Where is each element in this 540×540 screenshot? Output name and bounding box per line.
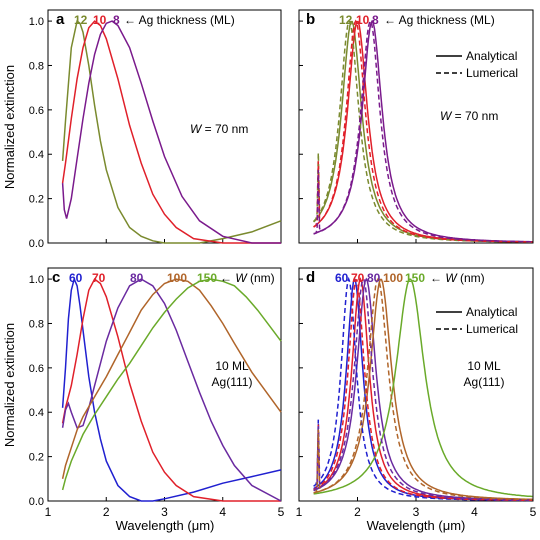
legend-value-b-8: 8 — [372, 13, 379, 27]
panel-letter-a: a — [56, 11, 65, 28]
y-tick-label-a-4: 0.8 — [29, 60, 44, 72]
series-line-b-10-lumerical — [313, 19, 533, 243]
series-line-c-100 — [61, 278, 282, 479]
x-tick-label-c-2: 3 — [161, 505, 168, 519]
annotation-b-value: = 70 nm — [451, 109, 498, 123]
y-tick-label-a-0: 0.0 — [29, 238, 44, 250]
x-tick-label-d-4: 5 — [530, 505, 537, 519]
legend-lumerical-b: Lumerical — [466, 66, 518, 80]
x-tick-label-c-1: 2 — [103, 505, 110, 519]
annotation-d-line1: 10 ML — [467, 359, 501, 373]
legend-lumerical-d: Lumerical — [466, 322, 518, 336]
legend-text-d-var: W — [445, 271, 458, 285]
legend-value-c-60: 60 — [69, 271, 83, 285]
plot-frame-b — [298, 9, 534, 244]
series-line-b-8-lumerical — [313, 20, 533, 243]
legend-text-b: ← Ag thickness (ML) — [384, 13, 495, 27]
panel-c: 1 2 3 4 5 0.0 0.2 0.4 0.6 0.8 1.0 — [29, 267, 285, 519]
x-tick-label-d-3: 4 — [471, 505, 478, 519]
x-tick-label-d-0: 1 — [296, 505, 303, 519]
legend-value-c-100: 100 — [167, 271, 187, 285]
x-axis-label-left: Wavelength (μm) — [116, 518, 215, 533]
annotation-a-var: W — [190, 122, 203, 136]
legend-value-a-12: 12 — [74, 13, 88, 27]
panel-d: 1 2 3 4 5 — [296, 267, 537, 519]
annotation-d-line2: Ag(111) — [464, 375, 505, 389]
panel-letter-c: c — [52, 269, 60, 286]
legend-value-d-80: 80 — [367, 271, 381, 285]
legend-text-c-arrow: ← — [220, 271, 235, 285]
legend-value-c-150: 150 — [197, 271, 217, 285]
legend-value-d-60: 60 — [335, 271, 349, 285]
annotation-c-line2: Ag(111) — [212, 375, 253, 389]
legend-text-d-arrow: ← — [430, 271, 445, 285]
legend-text-a: ← Ag thickness (ML) — [124, 13, 235, 27]
y-tick-label-a-1: 0.2 — [29, 194, 44, 206]
panel-letter-d: d — [306, 269, 315, 286]
panel-letter-b: b — [306, 11, 315, 28]
y-tick-label-c-3: 0.6 — [29, 363, 44, 375]
annotation-b-var: W — [440, 109, 453, 123]
series-line-c-80 — [61, 278, 282, 502]
legend-analytical-d: Analytical — [466, 305, 517, 319]
legend-text-c: ← W (nm) — [220, 271, 275, 285]
x-tick-label-d-1: 2 — [354, 505, 361, 519]
x-tick-label-c-3: 4 — [219, 505, 226, 519]
legend-value-d-100: 100 — [383, 271, 403, 285]
y-axis-label-bottom: Normalized extinction — [2, 323, 17, 447]
legend-value-b-10: 10 — [356, 13, 370, 27]
annotation-a: W = 70 nm — [190, 122, 248, 136]
series-line-a-12 — [61, 19, 282, 244]
legend-value-b-12: 12 — [339, 13, 353, 27]
y-tick-label-a-5: 1.0 — [29, 16, 44, 28]
series-line-c-60 — [61, 276, 282, 502]
y-tick-label-c-1: 0.2 — [29, 452, 44, 464]
legend-text-c-unit: (nm) — [247, 271, 275, 285]
panel-a: 0.0 0.2 0.4 0.6 0.8 1.0 — [29, 9, 282, 250]
legend-text-d: ← W (nm) — [430, 271, 485, 285]
x-tick-label-d-2: 3 — [413, 505, 420, 519]
series-line-d-80-lumerical — [313, 278, 533, 501]
annotation-b: W = 70 nm — [440, 109, 498, 123]
y-tick-label-c-5: 1.0 — [29, 274, 44, 286]
x-axis-label-right: Wavelength (μm) — [367, 518, 466, 533]
series-line-d-100-lumerical — [313, 277, 533, 501]
series-line-a-10 — [61, 20, 281, 244]
legend-value-a-10: 10 — [93, 13, 107, 27]
series-line-c-70 — [61, 277, 281, 502]
annotation-a-value: = 70 nm — [201, 122, 248, 136]
y-tick-label-a-2: 0.4 — [29, 149, 44, 161]
legend-analytical-b: Analytical — [466, 49, 517, 63]
series-line-c-150 — [61, 278, 282, 491]
y-axis-label-top: Normalized extinction — [2, 65, 17, 189]
legend-value-d-70: 70 — [351, 271, 365, 285]
legend-value-c-80: 80 — [130, 271, 144, 285]
series-line-d-150 — [313, 278, 533, 498]
legend-value-a-8: 8 — [113, 13, 120, 27]
y-tick-label-c-0: 0.0 — [29, 496, 44, 508]
panel-b — [298, 9, 534, 244]
legend-value-d-150: 150 — [405, 271, 425, 285]
x-tick-label-c-4: 5 — [278, 505, 285, 519]
legend-text-d-unit: (nm) — [457, 271, 485, 285]
annotation-c-line1: 10 ML — [215, 359, 249, 373]
y-tick-label-c-4: 0.8 — [29, 318, 44, 330]
y-tick-label-a-3: 0.6 — [29, 105, 44, 117]
legend-value-c-70: 70 — [92, 271, 106, 285]
legend-text-c-var: W — [235, 271, 248, 285]
series-line-a-8 — [61, 20, 281, 244]
series-line-d-100 — [313, 278, 533, 501]
x-tick-label-c-0: 1 — [45, 505, 52, 519]
y-tick-label-c-2: 0.4 — [29, 407, 44, 419]
